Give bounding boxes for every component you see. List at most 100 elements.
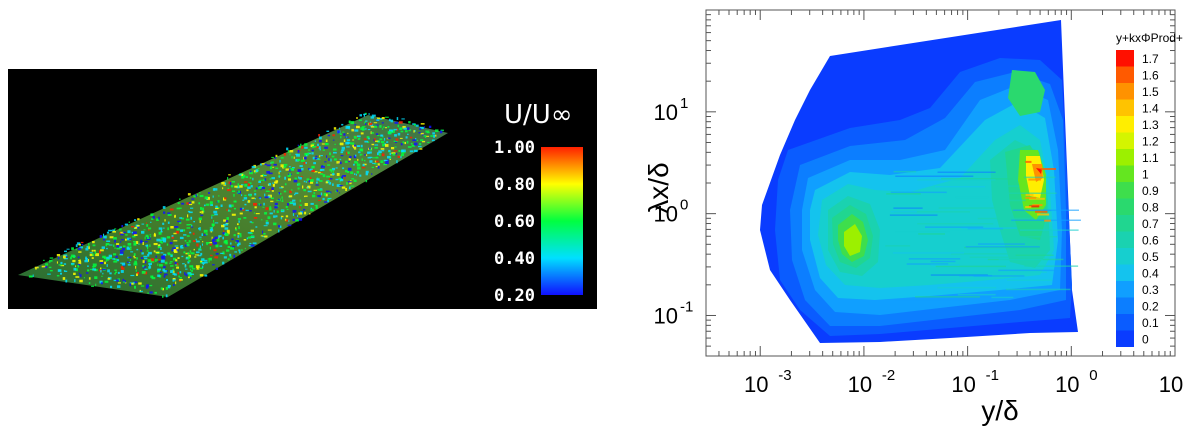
vortex-fragment [114, 239, 116, 243]
vortex-fragment [388, 118, 391, 122]
vortex-fragment [299, 165, 303, 167]
peak-streak [1032, 204, 1043, 207]
vortex-fragment [163, 211, 166, 214]
vortex-fragment [134, 285, 136, 289]
vortex-fragment [418, 145, 422, 148]
contour-streak [938, 207, 1002, 209]
vortex-fragment [328, 158, 330, 161]
vortex-fragment [264, 193, 266, 197]
vortex-fragment [193, 195, 196, 198]
vortex-fragment [125, 238, 127, 241]
contour-streak [892, 252, 964, 254]
vortex-fragment [75, 268, 78, 272]
peak-streak [1025, 196, 1037, 199]
vortex-fragment [269, 178, 272, 180]
vortex-fragment [45, 263, 49, 266]
vortex-fragment [254, 198, 256, 200]
vortex-fragment [198, 249, 202, 251]
vortex-fragment [150, 213, 154, 216]
vortex-fragment [286, 208, 289, 210]
vortex-fragment [381, 128, 384, 130]
vortex-fragment [244, 184, 248, 187]
vortex-fragment [215, 267, 218, 270]
peak-streak [1028, 178, 1041, 181]
vortex-fragment [109, 236, 114, 239]
vortex-fragment [133, 257, 137, 259]
vortex-fragment [148, 251, 152, 255]
vortex-fragment [240, 235, 242, 238]
vortex-fragment [186, 235, 190, 237]
vortex-fragment [113, 244, 115, 247]
vortex-fragment [195, 265, 200, 269]
vortex-fragment [84, 260, 89, 263]
vortex-fragment [58, 264, 63, 266]
vortex-fragment [374, 160, 377, 163]
vortex-fragment [247, 200, 251, 203]
vortex-fragment [175, 259, 178, 262]
vortex-fragment [102, 255, 106, 259]
vortex-fragment [157, 244, 161, 248]
vortex-fragment [324, 201, 328, 203]
contour-streak [930, 264, 960, 266]
vortex-fragment [198, 247, 202, 250]
vortex-fragment [274, 156, 277, 159]
vortex-fragment [247, 236, 251, 239]
y-axis-label: λx/δ [643, 162, 674, 213]
vortex-fragment [65, 279, 68, 283]
vortex-fragment [79, 259, 81, 263]
vortex-fragment [249, 170, 252, 173]
vortex-fragment [372, 162, 376, 164]
vortex-fragment [421, 133, 424, 136]
vortex-fragment [302, 185, 304, 189]
vortex-fragment [320, 155, 323, 157]
vortex-fragment [345, 188, 347, 191]
vortex-fragment [433, 135, 435, 138]
vortex-fragment [75, 244, 78, 248]
vortex-fragment [260, 235, 264, 237]
vortex-fragment [292, 209, 297, 213]
vortex-fragment [303, 208, 306, 211]
vortex-fragment [350, 185, 355, 187]
vortex-fragment [359, 174, 362, 177]
contour-streak [959, 274, 993, 277]
vortex-fragment [226, 229, 230, 233]
vortex-fragment [212, 195, 214, 198]
vortex-fragment [346, 182, 348, 185]
colorbar-swatch [1116, 182, 1134, 199]
vortex-fragment [311, 152, 314, 155]
vortex-fragment [133, 253, 136, 256]
vortex-fragment [292, 202, 296, 206]
vortex-fragment [63, 263, 67, 265]
vortex-fragment [282, 167, 285, 169]
vortex-fragment [119, 246, 122, 249]
vortex-fragment [92, 267, 95, 269]
vortex-fragment [347, 167, 352, 171]
vortex-fragment [146, 250, 149, 252]
vortex-fragment [414, 130, 416, 132]
vortex-fragment [239, 233, 242, 236]
vortex-fragment [278, 225, 280, 228]
vortex-fragment [187, 252, 190, 255]
vortex-fragment [136, 248, 139, 251]
contour-level-0.8b [1008, 70, 1045, 116]
vortex-fragment [374, 125, 377, 128]
vortex-fragment [404, 141, 406, 145]
vortex-fragment [199, 267, 203, 270]
vortex-fragment [349, 186, 351, 190]
vortex-fragment [341, 176, 343, 178]
vortex-fragment [343, 133, 346, 136]
vortex-fragment [264, 196, 269, 199]
vortex-fragment [339, 185, 343, 187]
vortex-fragment [154, 259, 158, 261]
vortex-fragment [71, 254, 75, 257]
vortex-fragment [281, 215, 284, 218]
vortex-fragment [287, 174, 291, 177]
vortex-fragment [304, 203, 308, 206]
vortex-fragment [319, 136, 322, 140]
vortex-fragment [297, 159, 300, 162]
vortex-fragment [292, 218, 295, 222]
vortex-fragment [364, 154, 367, 156]
vortex-fragment [251, 197, 255, 199]
vortex-fragment [413, 130, 415, 133]
vortex-fragment [95, 253, 99, 257]
